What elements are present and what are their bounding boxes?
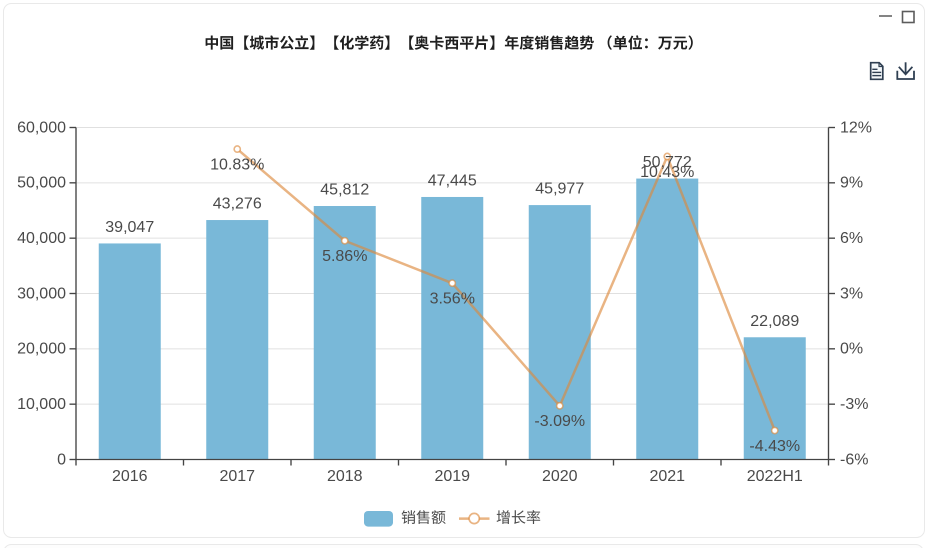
svg-text:5.86%: 5.86% bbox=[322, 248, 367, 265]
svg-text:45,812: 45,812 bbox=[320, 182, 369, 199]
svg-text:22,089: 22,089 bbox=[750, 313, 799, 330]
svg-text:2017: 2017 bbox=[219, 468, 255, 485]
svg-text:2022H1: 2022H1 bbox=[747, 468, 803, 485]
svg-text:12%: 12% bbox=[840, 119, 872, 136]
svg-text:45,977: 45,977 bbox=[535, 181, 584, 198]
svg-text:-3%: -3% bbox=[840, 396, 868, 413]
svg-text:-6%: -6% bbox=[840, 451, 868, 468]
svg-text:47,445: 47,445 bbox=[428, 172, 477, 189]
svg-text:0%: 0% bbox=[840, 341, 863, 358]
svg-text:2020: 2020 bbox=[542, 468, 578, 485]
svg-text:-4.43%: -4.43% bbox=[749, 438, 800, 455]
svg-text:50,772: 50,772 bbox=[643, 154, 692, 171]
svg-text:39,047: 39,047 bbox=[105, 219, 154, 236]
svg-text:2016: 2016 bbox=[112, 468, 148, 485]
svg-text:3%: 3% bbox=[840, 285, 863, 302]
svg-text:10.43%: 10.43% bbox=[640, 164, 694, 181]
svg-text:40,000: 40,000 bbox=[17, 230, 66, 247]
svg-text:6%: 6% bbox=[840, 230, 863, 247]
svg-text:9%: 9% bbox=[840, 175, 863, 192]
svg-text:60,000: 60,000 bbox=[17, 119, 66, 136]
svg-text:50,000: 50,000 bbox=[17, 175, 66, 192]
svg-text:10,000: 10,000 bbox=[17, 396, 66, 413]
svg-text:43,276: 43,276 bbox=[213, 196, 262, 213]
svg-text:2021: 2021 bbox=[649, 468, 685, 485]
svg-text:2019: 2019 bbox=[434, 468, 470, 485]
svg-text:2018: 2018 bbox=[327, 468, 363, 485]
svg-text:-3.09%: -3.09% bbox=[534, 413, 585, 430]
svg-text:30,000: 30,000 bbox=[17, 285, 66, 302]
svg-text:20,000: 20,000 bbox=[17, 341, 66, 358]
svg-text:0: 0 bbox=[57, 451, 66, 468]
svg-text:3.56%: 3.56% bbox=[430, 290, 475, 307]
svg-text:10.83%: 10.83% bbox=[210, 156, 264, 173]
